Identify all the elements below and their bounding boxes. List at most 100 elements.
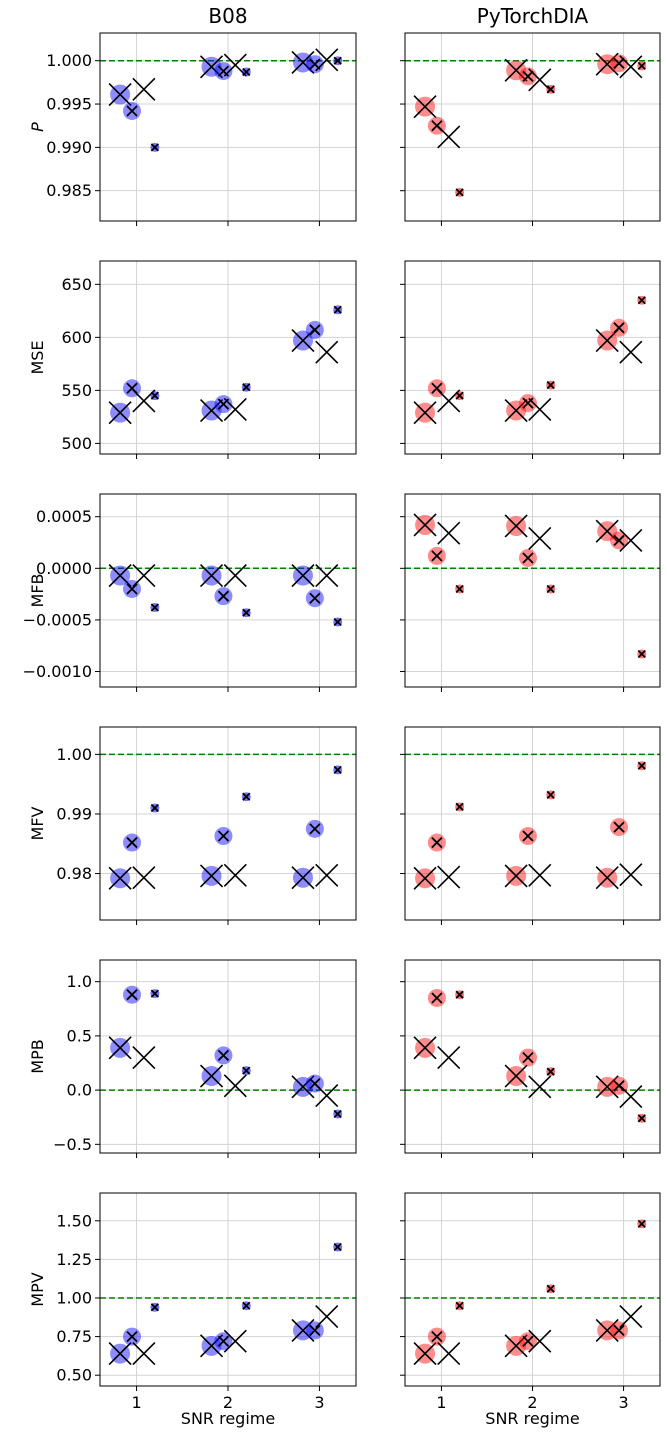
- cross-medium-3-stroke-b: [613, 1324, 625, 1337]
- cross-cross-2-stroke-b: [528, 863, 552, 887]
- cross-medium-2-stroke-b: [522, 1051, 534, 1064]
- panel-frame: [404, 726, 661, 921]
- cross-small-1: [455, 391, 464, 400]
- cross-medium-2: [522, 830, 534, 842]
- cross-large-2-stroke-b: [199, 563, 224, 588]
- y-tick-label: 0.0000: [36, 559, 92, 578]
- cross-small-3-stroke-b: [333, 617, 342, 627]
- cross-medium-2-stroke-b: [217, 590, 230, 602]
- panel-0-0: 0.985 0.990 0.995 1.000 P: [28, 32, 357, 226]
- cross-small-1-stroke-b: [455, 1301, 464, 1310]
- y-tick-label: 0.985: [46, 181, 92, 200]
- cross-large-3: [595, 866, 619, 890]
- cross-large-1: [413, 866, 437, 890]
- cross-small-3-stroke-b: [333, 305, 342, 314]
- cross-cross-3: [315, 48, 339, 72]
- cross-cross-1: [437, 865, 461, 889]
- cross-large-2-stroke-b: [199, 1334, 224, 1358]
- cross-small-3-stroke-b: [333, 56, 342, 65]
- y-tick-label: 1.25: [56, 1250, 92, 1269]
- panel-2-1: [400, 493, 661, 692]
- x-tick-label: 1: [436, 1393, 446, 1412]
- cross-medium-2-stroke-b: [522, 830, 534, 842]
- cross-medium-2-stroke-b: [522, 1335, 534, 1347]
- x-axis-label: SNR regime: [181, 1409, 275, 1428]
- cross-cross-3: [619, 55, 643, 79]
- cross-small-1-stroke-b: [150, 143, 159, 152]
- cross-small-2-stroke-b: [242, 67, 251, 77]
- cross-medium-1-stroke-b: [431, 550, 443, 562]
- y-tick-label: 600: [61, 328, 92, 347]
- cross-cross-1-stroke-b: [132, 866, 156, 890]
- y-tick-label: 0.75: [56, 1327, 92, 1346]
- cross-small-2: [242, 1301, 251, 1310]
- cross-cross-3-stroke-b: [315, 1083, 339, 1108]
- cross-small-2: [546, 1067, 555, 1076]
- cross-large-1: [108, 401, 132, 425]
- cross-small-3: [637, 761, 646, 770]
- cross-cross-3-stroke-b: [315, 563, 339, 588]
- cross-cross-1-stroke-b: [437, 1342, 461, 1366]
- cross-small-1: [455, 188, 464, 197]
- cross-medium-3: [613, 821, 625, 833]
- y-tick-label: 0.0: [67, 1081, 92, 1100]
- cross-small-1: [455, 990, 464, 999]
- x-tick-label: 1: [131, 1393, 141, 1412]
- cross-small-1-stroke-b: [150, 391, 159, 400]
- cross-large-3-stroke-b: [595, 52, 619, 76]
- cross-large-1: [108, 82, 132, 107]
- cross-cross-3-stroke-b: [619, 1304, 643, 1329]
- cross-small-1: [150, 989, 159, 998]
- y-tick-label: 1.00: [56, 1288, 92, 1307]
- panel-4-1: [400, 959, 661, 1158]
- cross-cross-3: [315, 863, 339, 887]
- cross-medium-2: [217, 830, 230, 842]
- cross-small-3-stroke-b: [637, 1114, 646, 1123]
- cross-medium-1-stroke-b: [126, 989, 138, 1001]
- cross-small-1: [455, 802, 464, 811]
- cross-large-1-stroke-b: [413, 866, 437, 890]
- cross-large-3: [595, 1318, 619, 1342]
- cross-cross-2-stroke-b: [528, 526, 552, 550]
- cross-large-1-stroke-b: [108, 1342, 132, 1366]
- cross-cross-2-stroke-b: [528, 68, 552, 92]
- cross-cross-2: [223, 563, 247, 588]
- panel-1-1: [400, 260, 661, 459]
- cross-medium-1-stroke-b: [126, 105, 138, 117]
- cross-small-1-stroke-b: [150, 603, 159, 612]
- cross-cross-1-stroke-b: [132, 563, 156, 588]
- cross-large-1: [413, 1036, 437, 1060]
- cross-small-3-stroke-b: [333, 1109, 342, 1119]
- cross-large-3: [291, 1318, 315, 1342]
- cross-cross-3-stroke-b: [315, 48, 339, 72]
- cross-small-2: [242, 792, 251, 801]
- cross-large-1-stroke-b: [108, 1036, 132, 1060]
- cross-small-3: [333, 1242, 342, 1252]
- cross-small-2: [546, 85, 555, 94]
- cross-large-1-stroke-b: [413, 1036, 437, 1060]
- cross-large-3-stroke-b: [291, 1318, 315, 1342]
- cross-cross-1: [437, 1342, 461, 1366]
- cross-large-2: [504, 398, 528, 423]
- cross-small-1-stroke-b: [455, 188, 464, 197]
- y-tick-label: 0.50: [56, 1366, 92, 1385]
- cross-large-1-stroke-b: [413, 1342, 437, 1366]
- cross-cross-1-stroke-b: [437, 125, 461, 149]
- cross-medium-2-stroke-b: [522, 552, 534, 564]
- cross-small-3: [637, 649, 646, 659]
- cross-small-2: [242, 67, 251, 77]
- cross-cross-1-stroke-b: [132, 1342, 156, 1366]
- cross-small-3: [637, 61, 646, 71]
- cross-large-2: [199, 1064, 224, 1088]
- cross-small-1: [455, 1301, 464, 1310]
- cross-cross-1: [132, 563, 156, 588]
- panel-0-1: [400, 32, 661, 226]
- cross-cross-2: [528, 863, 552, 887]
- cross-cross-3: [315, 1304, 339, 1329]
- cross-small-2-stroke-b: [242, 1066, 251, 1075]
- y-tick-label: 1.000: [46, 51, 92, 70]
- cross-medium-3-stroke-b: [613, 322, 625, 334]
- cross-medium-1-stroke-b: [126, 836, 138, 849]
- cross-medium-1: [431, 992, 443, 1004]
- y-tick-label: 0.99: [56, 804, 92, 823]
